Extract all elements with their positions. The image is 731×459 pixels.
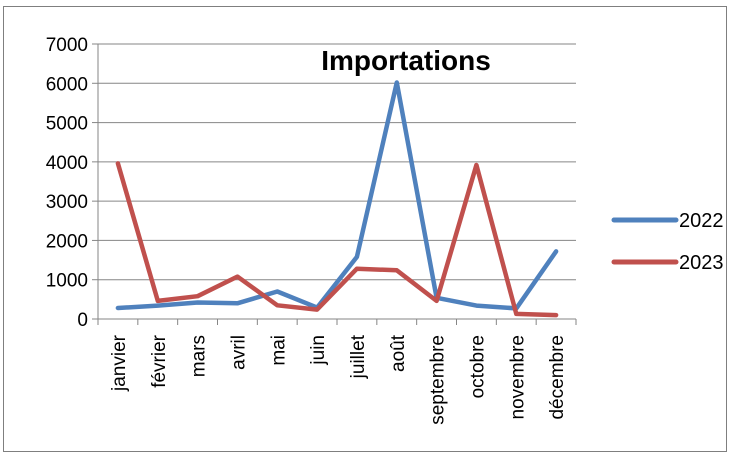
x-tick-label: juillet [348, 334, 369, 379]
y-tick-label: 6000 [46, 74, 88, 95]
series-line-2022 [115, 80, 559, 311]
y-tick-label: 4000 [46, 153, 88, 174]
y-tick-label: 7000 [46, 35, 88, 56]
x-tick-label: juin [308, 335, 329, 366]
y-tick-labels: 0 1000 2000 3000 4000 5000 6000 7000 [46, 35, 88, 331]
x-tick-label: octobre [467, 335, 488, 398]
x-tick-label: mai [268, 335, 289, 366]
y-tick-label: 2000 [46, 231, 88, 252]
y-tick-label: 3000 [46, 192, 88, 213]
line-chart: 0 1000 2000 3000 4000 5000 6000 7000 janvier fév… [46, 35, 724, 425]
x-tick-label: novembre [507, 335, 528, 420]
series-lines [115, 80, 559, 318]
x-tick-label: août [388, 334, 409, 372]
legend: 2022 2023 [611, 210, 724, 274]
y-tick-label: 0 [77, 310, 88, 331]
x-tick-label: mars [189, 335, 210, 377]
legend-label-2022: 2022 [679, 210, 724, 232]
axes [92, 43, 577, 325]
x-tick-label: janvier [109, 334, 130, 392]
x-tick-label: février [149, 334, 170, 387]
chart-frame: 0 1000 2000 3000 4000 5000 6000 7000 janvier fév… [3, 6, 727, 452]
x-tick-label: décembre [547, 335, 568, 420]
y-tick-label: 5000 [46, 114, 88, 135]
gridlines [98, 43, 576, 281]
x-tick-labels: janvier février mars avril mai juin juillet aoû… [109, 334, 568, 424]
x-tick-label: septembre [428, 335, 449, 425]
legend-label-2023: 2023 [679, 252, 724, 274]
y-tick-label: 1000 [46, 271, 88, 292]
series-line-2023 [115, 161, 559, 318]
chart-title: Importations [321, 45, 491, 76]
x-tick-label: avril [228, 335, 249, 370]
